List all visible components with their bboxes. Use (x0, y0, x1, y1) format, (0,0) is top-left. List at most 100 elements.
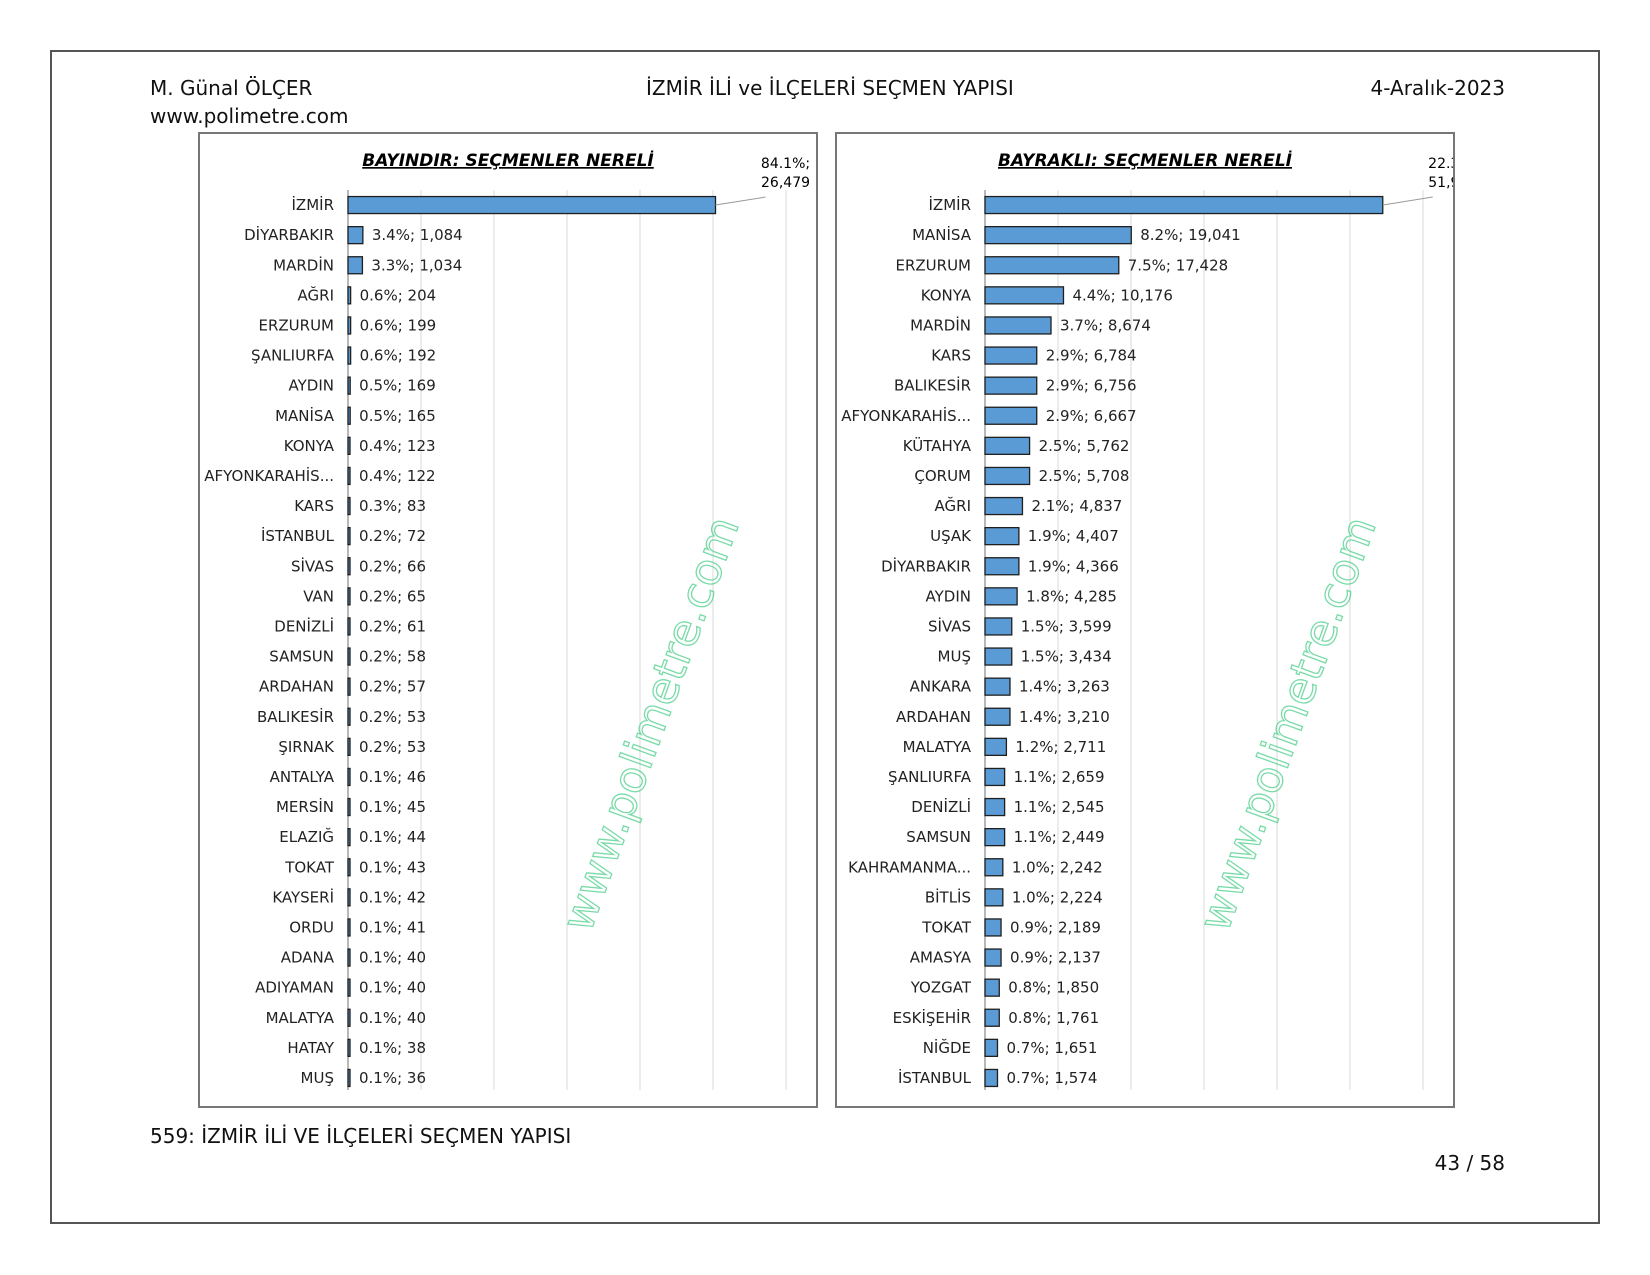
category-label: KONYA (921, 286, 972, 304)
bar (984, 858, 1004, 877)
category-label: DİYARBAKIR (881, 556, 971, 575)
bar (347, 1008, 351, 1027)
category-label: TOKAT (921, 918, 972, 936)
bar (347, 767, 351, 787)
chart-title: BAYINDIR: SEÇMENLER NERELİ (362, 149, 654, 171)
data-label: 22.3%; (1428, 156, 1453, 172)
bar (347, 647, 351, 666)
category-label: ERZURUM (259, 316, 335, 334)
category-label: KÜTAHYA (903, 436, 972, 455)
data-label: 2.1%; 4,837 (1031, 497, 1122, 515)
chart-bayrakli: BAYRAKLI: SEÇMENLER NERELİ İZMİR 22.3%; 51,… (835, 132, 1455, 1108)
category-label: İSTANBUL (261, 526, 335, 545)
data-label: 0.2%; 53 (359, 738, 426, 756)
category-label: ORDU (289, 918, 334, 936)
category-label: TOKAT (284, 858, 335, 876)
page-frame (50, 50, 1600, 1224)
data-label: 0.7%; 1,574 (1006, 1069, 1097, 1087)
data-label: 1.4%; 3,210 (1019, 708, 1110, 726)
bar (984, 677, 1011, 696)
data-label: 1.1%; 2,449 (1014, 828, 1105, 846)
chart-bayindir-svg: BAYINDIR: SEÇMENLER NERELİ İZMİR 84.1%; 26,… (204, 149, 810, 1090)
category-label: AĞRI (298, 285, 334, 304)
data-label: 1.9%; 4,366 (1028, 557, 1119, 575)
watermark: www.polimetre.com (552, 510, 749, 938)
data-label: 1.4%; 3,263 (1019, 678, 1110, 696)
data-label: 0.6%; 199 (360, 316, 437, 334)
data-label: 1.2%; 2,711 (1015, 738, 1106, 756)
bar (347, 828, 351, 847)
data-label: 0.1%; 44 (359, 828, 426, 846)
data-label: 1.9%; 4,407 (1028, 527, 1119, 545)
data-label: 2.9%; 6,756 (1046, 377, 1137, 395)
bar (347, 918, 351, 937)
bar (984, 466, 1031, 486)
data-label: 2.9%; 6,667 (1046, 407, 1137, 425)
data-label: 0.6%; 192 (360, 347, 437, 365)
category-label: AYDIN (926, 587, 971, 605)
category-label: BALIKESİR (894, 376, 971, 395)
bar (347, 858, 351, 877)
website-link[interactable]: www.polimetre.com (150, 104, 349, 128)
data-label: 0.8%; 1,761 (1008, 1009, 1099, 1027)
data-label: 0.2%; 65 (359, 587, 426, 605)
data-label: 0.1%; 40 (359, 1009, 426, 1027)
bar (347, 978, 351, 997)
data-label: 3.7%; 8,674 (1060, 316, 1151, 334)
category-label: İZMİR (292, 195, 335, 214)
data-label: 0.5%; 169 (359, 377, 436, 395)
bar (984, 828, 1006, 847)
data-label: 2.5%; 5,708 (1039, 467, 1130, 485)
data-label: 0.5%; 165 (359, 407, 436, 425)
data-label: 1.0%; 2,224 (1012, 888, 1103, 906)
category-label: BİTLİS (925, 887, 971, 906)
category-label: KARS (931, 347, 971, 365)
bar (347, 406, 351, 425)
data-label: 0.7%; 1,651 (1006, 1039, 1097, 1057)
bar (347, 948, 351, 967)
bar (347, 496, 351, 516)
category-label: ŞIRNAK (278, 738, 335, 756)
data-label: 0.1%; 42 (359, 888, 426, 906)
bar (984, 526, 1020, 546)
data-label: 0.9%; 2,137 (1010, 949, 1101, 967)
category-label: KARS (294, 497, 334, 515)
category-label: MARDİN (273, 255, 334, 274)
category-label: MALATYA (266, 1009, 335, 1027)
data-label: 26,479 (761, 175, 810, 191)
bar (984, 948, 1002, 967)
category-label: MUŞ (938, 648, 971, 666)
bar (347, 316, 352, 335)
bar (347, 617, 351, 636)
bar (347, 195, 717, 215)
bar (984, 1068, 999, 1088)
data-label: 2.9%; 6,784 (1046, 347, 1137, 365)
leader-line (1382, 196, 1433, 206)
category-label: MANİSA (275, 406, 335, 425)
data-label: 1.8%; 4,285 (1026, 587, 1117, 605)
category-label: SİVAS (291, 556, 334, 575)
bar (984, 918, 1002, 937)
bar (347, 557, 351, 576)
bar (984, 617, 1013, 636)
report-date: 4-Aralık-2023 (1370, 76, 1505, 100)
figure-caption: 559: İZMİR İLİ VE İLÇELERİ SEÇMEN YAPISI (150, 1124, 572, 1148)
data-label: 0.1%; 38 (359, 1039, 426, 1057)
bar (984, 707, 1011, 726)
category-label: KAYSERİ (272, 887, 334, 906)
leader-line (715, 196, 766, 206)
data-label: 0.2%; 58 (359, 648, 426, 666)
data-label: 1.0%; 2,242 (1012, 858, 1103, 876)
bar (984, 797, 1006, 817)
bar (347, 587, 351, 606)
category-label: ŞANLIURFA (251, 347, 335, 365)
chart-bayindir: BAYINDIR: SEÇMENLER NERELİ İZMİR 84.1%; 26,… (198, 132, 818, 1108)
bar (984, 376, 1038, 395)
data-label: 51,971 (1428, 175, 1453, 191)
data-label: 1.5%; 3,434 (1021, 648, 1112, 666)
category-label: İSTANBUL (898, 1068, 972, 1087)
category-label: DENİZLİ (911, 797, 971, 816)
bar (984, 226, 1132, 245)
data-label: 1.1%; 2,659 (1014, 768, 1105, 786)
data-label: 0.8%; 1,850 (1008, 979, 1099, 997)
